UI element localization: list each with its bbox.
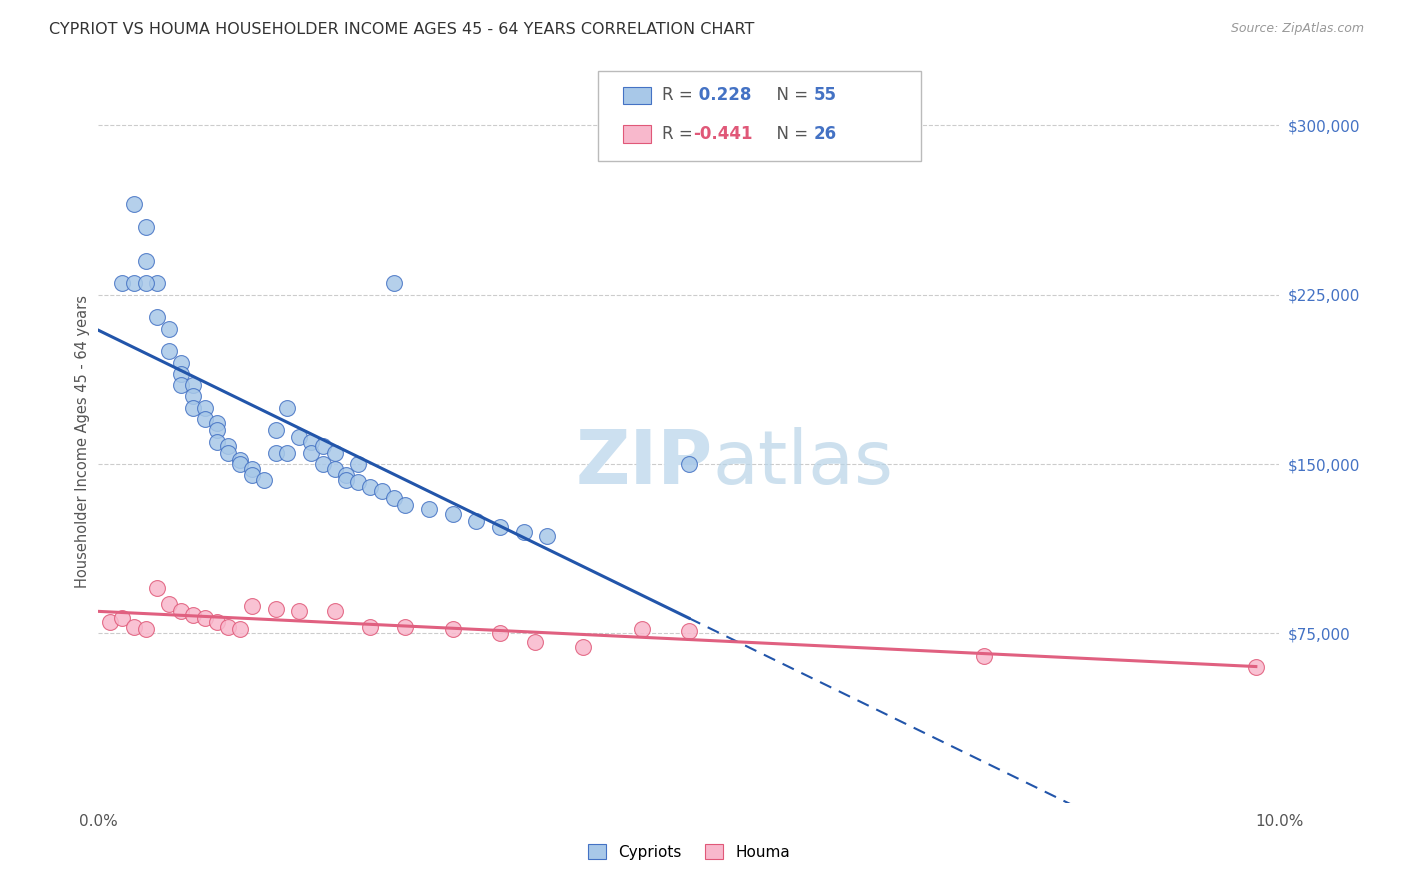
Point [335, 468, 357, 483]
Point [323, 461, 346, 475]
Point [157, 344, 180, 359]
Point [170, 378, 193, 392]
Point [194, 610, 217, 624]
Point [170, 367, 193, 381]
Point [630, 622, 652, 636]
Point [181, 401, 204, 415]
Point [170, 355, 193, 369]
Point [194, 401, 217, 415]
Point [122, 620, 145, 634]
Point [170, 604, 193, 618]
Point [359, 480, 381, 494]
Point [371, 484, 394, 499]
Point [489, 626, 512, 640]
Point [1244, 660, 1267, 674]
Point [194, 412, 217, 426]
Point [418, 502, 440, 516]
Point [111, 610, 134, 624]
Y-axis label: Householder Income Ages 45 - 64 years: Householder Income Ages 45 - 64 years [75, 295, 90, 588]
Point [288, 604, 311, 618]
Point [98, 615, 121, 630]
Text: R =: R = [662, 125, 699, 143]
Point [264, 423, 287, 437]
Point [678, 457, 700, 471]
Point [157, 597, 180, 611]
Text: 55: 55 [814, 87, 837, 104]
Point [394, 620, 416, 634]
Point [157, 321, 180, 335]
Point [111, 277, 134, 291]
Point [122, 197, 145, 211]
Point [229, 622, 252, 636]
Point [240, 599, 263, 614]
Point [229, 452, 252, 467]
Point [146, 310, 169, 325]
Point [359, 620, 381, 634]
Point [323, 446, 346, 460]
Point [973, 648, 995, 663]
Point [205, 423, 228, 437]
Point [276, 401, 298, 415]
Point [135, 220, 157, 235]
Point [312, 457, 335, 471]
Text: 0.228: 0.228 [693, 87, 752, 104]
Point [253, 473, 276, 487]
Point [678, 624, 700, 639]
Text: ZIP: ZIP [575, 426, 713, 500]
Text: atlas: atlas [713, 426, 894, 500]
Point [122, 277, 145, 291]
Point [240, 468, 263, 483]
Text: -0.441: -0.441 [693, 125, 752, 143]
Point [181, 378, 204, 392]
Point [146, 582, 169, 596]
Legend: Cypriots, Houma: Cypriots, Houma [581, 836, 797, 867]
Point [312, 439, 335, 453]
Point [181, 389, 204, 403]
Point [288, 430, 311, 444]
Point [205, 434, 228, 449]
Point [323, 604, 346, 618]
Text: N =: N = [766, 125, 814, 143]
Point [382, 491, 405, 505]
Point [135, 253, 157, 268]
Point [465, 514, 488, 528]
Text: 26: 26 [814, 125, 837, 143]
Point [299, 446, 322, 460]
Point [146, 277, 169, 291]
Point [441, 507, 464, 521]
Point [524, 635, 547, 649]
Point [205, 417, 228, 431]
Point [299, 434, 322, 449]
Point [205, 615, 228, 630]
Point [217, 439, 239, 453]
Point [264, 446, 287, 460]
Point [135, 622, 157, 636]
Point [489, 520, 512, 534]
Point [135, 277, 157, 291]
Point [181, 608, 204, 623]
Point [276, 446, 298, 460]
Text: Source: ZipAtlas.com: Source: ZipAtlas.com [1230, 22, 1364, 36]
Point [217, 620, 239, 634]
Point [264, 601, 287, 615]
Point [382, 277, 405, 291]
Point [571, 640, 593, 654]
Point [240, 461, 263, 475]
Point [217, 446, 239, 460]
Text: N =: N = [766, 87, 814, 104]
Text: CYPRIOT VS HOUMA HOUSEHOLDER INCOME AGES 45 - 64 YEARS CORRELATION CHART: CYPRIOT VS HOUMA HOUSEHOLDER INCOME AGES… [49, 22, 755, 37]
Point [335, 473, 357, 487]
Point [512, 524, 534, 539]
Point [394, 498, 416, 512]
Text: R =: R = [662, 87, 699, 104]
Point [536, 529, 558, 543]
Point [229, 457, 252, 471]
Point [441, 622, 464, 636]
Point [347, 457, 370, 471]
Point [347, 475, 370, 490]
